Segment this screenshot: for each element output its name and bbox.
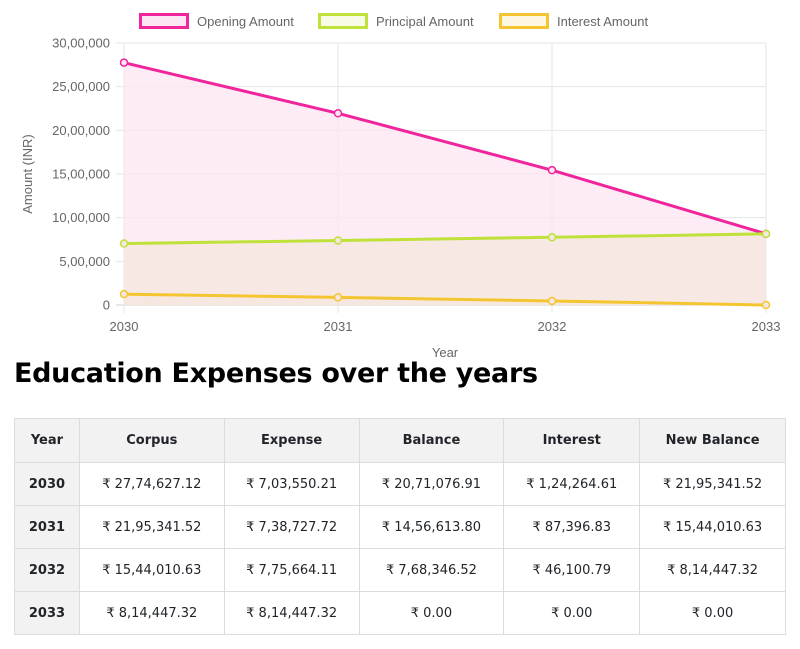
cell-new-balance: ₹ 8,14,447.32 — [639, 548, 786, 592]
header-expense: Expense — [223, 418, 360, 463]
line-interest-amount — [123, 292, 767, 307]
cell-interest: ₹ 0.00 — [503, 591, 641, 635]
cell-new-balance: ₹ 0.00 — [639, 591, 786, 635]
y-tick-label: 10,00,000 — [52, 210, 110, 225]
expenses-table: Year Corpus Expense Balance Interest New… — [14, 418, 786, 635]
chart-legend: Opening Amount Principal Amount Interest… — [0, 13, 800, 33]
header-interest: Interest — [503, 418, 641, 463]
cell-expense: ₹ 8,14,447.32 — [223, 591, 360, 635]
y-tick-label: 0 — [103, 298, 110, 313]
y-tick-label: 30,00,000 — [52, 36, 110, 51]
point-principal-amount — [547, 233, 557, 242]
table-row: 2030 ₹ 27,74,627.12 ₹ 7,03,550.21 ₹ 20,7… — [14, 462, 786, 506]
legend-item-interest-amount[interactable]: Interest Amount — [499, 13, 648, 29]
cell-corpus: ₹ 27,74,627.12 — [78, 462, 225, 506]
cell-expense: ₹ 7,03,550.21 — [223, 462, 360, 506]
x-tick-label: 2032 — [538, 319, 567, 334]
x-tick-label: 2030 — [110, 319, 139, 334]
legend-swatch-interest — [499, 13, 549, 29]
section-heading: Education Expenses over the years — [14, 358, 538, 389]
chart-areas — [124, 62, 766, 306]
cell-corpus: ₹ 15,44,010.63 — [78, 548, 225, 592]
cell-balance: ₹ 14,56,613.80 — [358, 505, 505, 549]
legend-item-principal-amount[interactable]: Principal Amount — [318, 13, 474, 29]
y-tick-label: 15,00,000 — [52, 167, 110, 182]
table-header-row: Year Corpus Expense Balance Interest New… — [14, 418, 786, 463]
point-interest-amount — [333, 293, 343, 302]
cell-balance: ₹ 0.00 — [358, 591, 505, 635]
point-interest-amount — [761, 300, 771, 310]
legend-swatch-opening — [139, 13, 189, 29]
legend-item-opening-amount[interactable]: Opening Amount — [139, 13, 294, 29]
point-principal-amount — [761, 229, 771, 239]
x-axis-ticks: 2030 2031 2032 2033 — [110, 319, 781, 334]
table-row: 2032 ₹ 15,44,010.63 ₹ 7,75,664.11 ₹ 7,68… — [14, 548, 786, 592]
header-year: Year — [14, 418, 80, 463]
cell-new-balance: ₹ 21,95,341.52 — [639, 462, 786, 506]
point-principal-amount — [333, 236, 343, 245]
cell-interest: ₹ 1,24,264.61 — [503, 462, 641, 506]
legend-swatch-principal — [318, 13, 368, 29]
point-opening-amount — [119, 58, 129, 67]
cell-year: 2032 — [14, 548, 80, 592]
cell-year: 2033 — [14, 591, 80, 635]
area-principal-amount — [124, 233, 766, 305]
y-tick-label: 20,00,000 — [52, 123, 110, 138]
x-tick-label: 2031 — [324, 319, 353, 334]
amount-chart: 0 5,00,000 10,00,000 15,00,000 20,00,000 25,0… — [20, 36, 781, 361]
legend-label-opening: Opening Amount — [197, 13, 294, 29]
x-axis-label: Year — [432, 345, 459, 360]
cell-corpus: ₹ 21,95,341.52 — [78, 505, 225, 549]
cell-interest: ₹ 87,396.83 — [503, 505, 641, 549]
cell-expense: ₹ 7,75,664.11 — [223, 548, 360, 592]
point-interest-amount — [119, 289, 129, 299]
header-corpus: Corpus — [78, 418, 225, 463]
legend-label-principal: Principal Amount — [376, 13, 474, 29]
table-row: 2033 ₹ 8,14,447.32 ₹ 8,14,447.32 ₹ 0.00 … — [14, 591, 786, 635]
chart-points — [119, 58, 771, 310]
cell-interest: ₹ 46,100.79 — [503, 548, 641, 592]
header-new-balance: New Balance — [639, 418, 786, 463]
x-tick-label: 2033 — [752, 319, 781, 334]
point-opening-amount — [333, 109, 343, 118]
cell-corpus: ₹ 8,14,447.32 — [78, 591, 225, 635]
cell-balance: ₹ 7,68,346.52 — [358, 548, 505, 592]
chart-lines — [123, 61, 767, 307]
cell-new-balance: ₹ 15,44,010.63 — [639, 505, 786, 549]
header-balance: Balance — [358, 418, 505, 463]
point-interest-amount — [547, 296, 557, 306]
line-opening-amount — [123, 61, 767, 236]
y-tick-label: 5,00,000 — [59, 254, 110, 269]
legend-label-interest: Interest Amount — [557, 13, 649, 29]
cell-year: 2031 — [14, 505, 80, 549]
y-tick-label: 25,00,000 — [52, 79, 110, 94]
point-opening-amount — [547, 165, 557, 175]
point-principal-amount — [119, 239, 129, 248]
cell-balance: ₹ 20,71,076.91 — [358, 462, 505, 506]
y-axis-label: Amount (INR) — [20, 134, 35, 213]
table-row: 2031 ₹ 21,95,341.52 ₹ 7,38,727.72 ₹ 14,5… — [14, 505, 786, 549]
line-principal-amount — [123, 232, 767, 246]
y-axis-ticks: 0 5,00,000 10,00,000 15,00,000 20,00,000 25,0… — [52, 36, 110, 313]
cell-expense: ₹ 7,38,727.72 — [223, 505, 360, 549]
cell-year: 2030 — [14, 462, 80, 506]
